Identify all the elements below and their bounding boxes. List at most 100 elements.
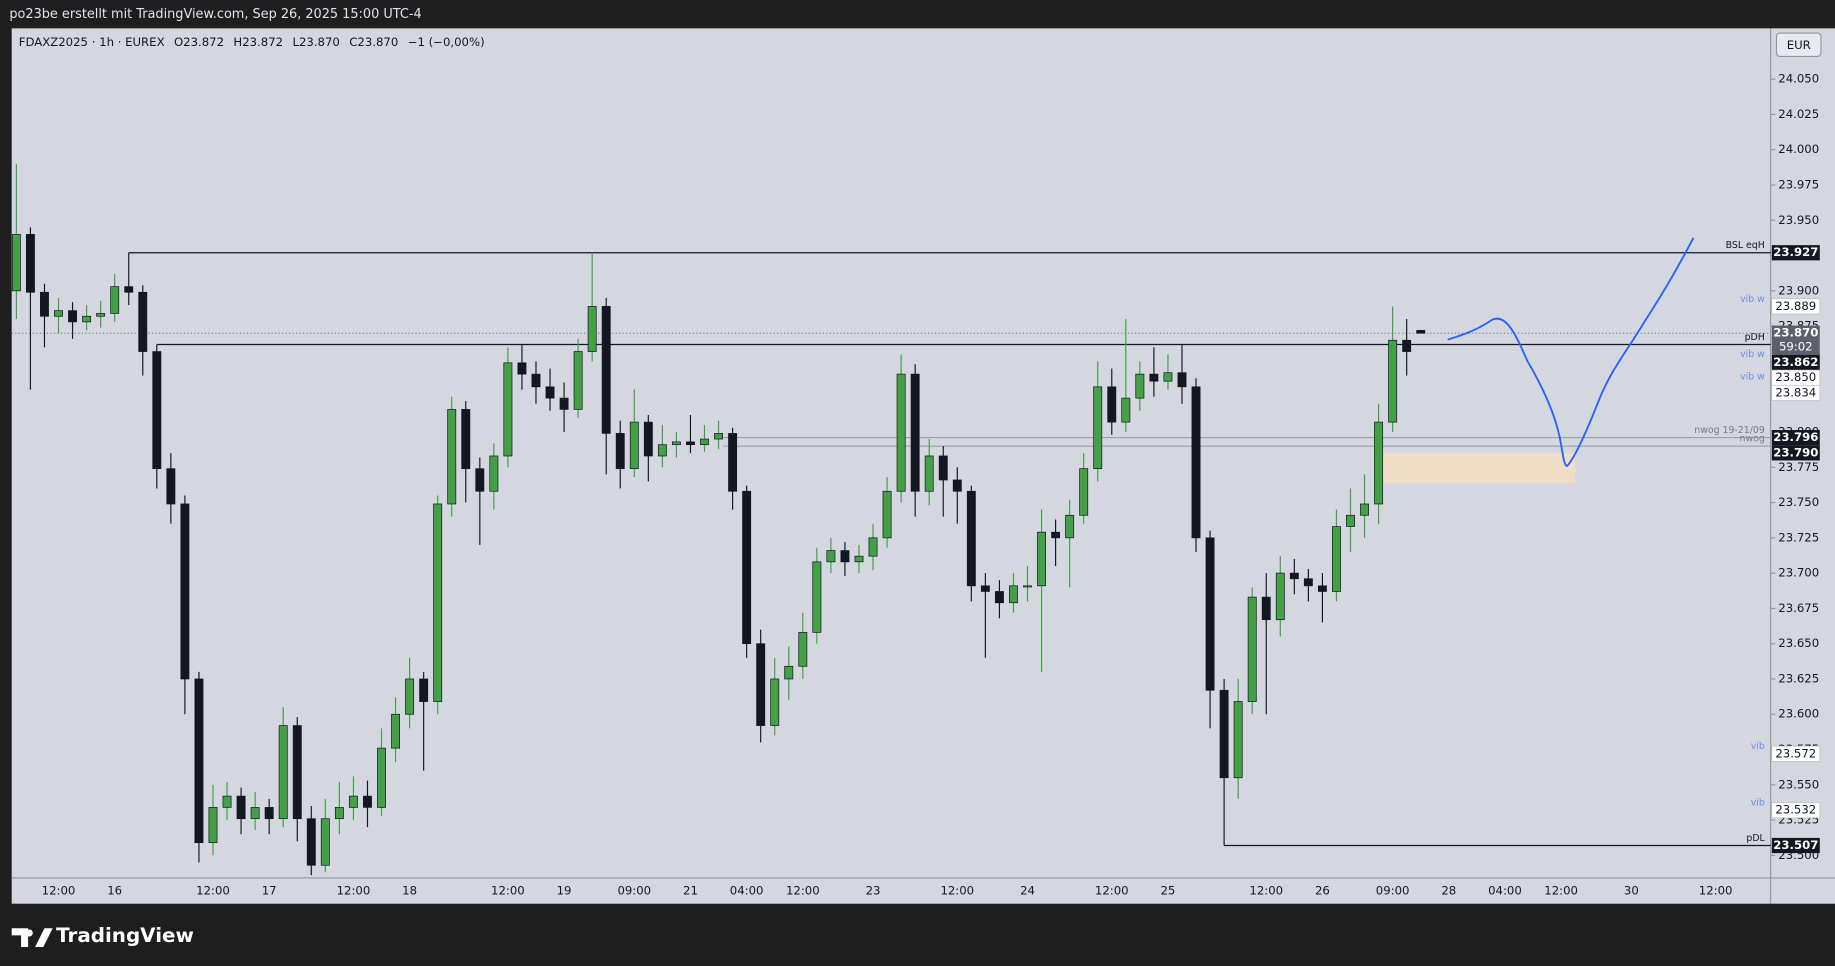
x-tick-label: 12:00 (1699, 883, 1733, 897)
candle-body (840, 550, 850, 563)
candle-body (1233, 701, 1243, 779)
candle-body (1416, 330, 1426, 334)
candle-body (924, 455, 934, 492)
candle-body (433, 503, 443, 702)
candle-body (812, 561, 822, 633)
candle-body (1261, 596, 1271, 621)
candle-body (82, 315, 92, 323)
candle-body (1247, 596, 1257, 702)
candle-body (1149, 373, 1159, 382)
candle-body (601, 306, 611, 434)
y-tick-label: 23.900 (1778, 283, 1819, 297)
candle-body (110, 286, 120, 314)
candle-body (1219, 689, 1229, 779)
candle-body (1317, 585, 1327, 592)
candle-body (1093, 386, 1103, 470)
candle-body (643, 421, 653, 457)
candle-body (1135, 373, 1145, 399)
y-tick-label: 23.550 (1778, 777, 1819, 791)
price-badge-label: 23.507 (1773, 838, 1818, 852)
level-label: vib w (1740, 371, 1765, 382)
candle-body (334, 807, 344, 820)
candle-body (1037, 531, 1046, 587)
level-label: vib w (1740, 349, 1765, 360)
candle-body (1205, 537, 1215, 691)
brand-name: TradingView (56, 924, 194, 947)
x-tick-label: 12:00 (786, 883, 820, 897)
price-badge (1771, 384, 1821, 401)
price-badge-label: 23.870 (1773, 326, 1818, 340)
candle-body (714, 433, 723, 440)
y-tick-label: 23.650 (1778, 636, 1819, 650)
candle-body (348, 795, 358, 808)
candle-body (138, 291, 148, 352)
x-tick-label: 12:00 (1544, 883, 1578, 897)
candle-body (1303, 578, 1313, 587)
candle-body (152, 351, 162, 470)
y-tick-label: 23.775 (1778, 460, 1819, 474)
legend-item: −1 (−0,00%) (408, 35, 485, 49)
candle-body (264, 807, 274, 820)
candle-body (503, 362, 513, 457)
price-badge (1771, 298, 1821, 315)
candle-body (868, 537, 878, 557)
candle-body (700, 438, 709, 446)
candle-body (475, 468, 485, 492)
y-tick-label: 23.675 (1778, 601, 1819, 615)
candle-body (1065, 514, 1075, 539)
y-tick-label: 23.975 (1778, 178, 1819, 192)
candle-body (1374, 421, 1384, 505)
level-label: BSL eqH (1726, 240, 1765, 251)
x-tick-label: 30 (1624, 883, 1639, 897)
candle-body (1121, 397, 1131, 423)
candle-body (320, 818, 330, 866)
candle-body (966, 490, 976, 587)
price-badge-label: 23.532 (1775, 803, 1816, 817)
candle-body (166, 468, 176, 505)
candle-body (728, 433, 738, 492)
candle-body (1009, 585, 1018, 604)
y-tick-label: 23.750 (1778, 495, 1819, 509)
logo-icon (11, 928, 53, 948)
currency: EUR (1787, 38, 1811, 52)
price-badge (1771, 325, 1820, 355)
candle-body (854, 555, 864, 563)
price-badge-label: 23.572 (1775, 746, 1816, 760)
candle-body (1051, 531, 1061, 539)
candle-body (1332, 526, 1341, 592)
candle-body (306, 818, 316, 866)
level-label: pDH (1745, 332, 1765, 343)
candle-body (25, 234, 35, 293)
x-tick-label: 12:00 (940, 883, 974, 897)
candle-body (447, 409, 457, 505)
candle-body (910, 373, 920, 492)
x-tick-label: 12:00 (1249, 883, 1283, 897)
x-tick-label: 25 (1161, 883, 1176, 897)
level-label: pDL (1746, 833, 1765, 844)
x-tick-label: 23 (866, 883, 881, 897)
price-badge (1771, 354, 1820, 371)
price-badge (1771, 745, 1821, 762)
candle-body (278, 725, 288, 820)
x-tick-label: 04:00 (730, 883, 764, 897)
candle-body (629, 421, 639, 470)
candle-body (489, 455, 499, 492)
candle-body (1360, 503, 1369, 516)
legend-item: C23.870 (349, 35, 398, 49)
candle-body (994, 591, 1004, 604)
candle-body (391, 713, 401, 749)
candle-body (559, 397, 569, 410)
candle-body (1107, 386, 1117, 423)
candle-body (742, 490, 752, 645)
y-tick-label: 23.950 (1778, 213, 1819, 227)
candle-body (11, 234, 21, 292)
header-text: po23be erstellt mit TradingView.com, Sep… (9, 7, 421, 22)
candle-body (180, 503, 190, 680)
candle-body (938, 455, 948, 481)
candle-body (517, 362, 527, 375)
brand-logo: TradingView (11, 924, 194, 948)
y-tick-label: 23.700 (1778, 566, 1819, 580)
candle-body (980, 585, 990, 592)
